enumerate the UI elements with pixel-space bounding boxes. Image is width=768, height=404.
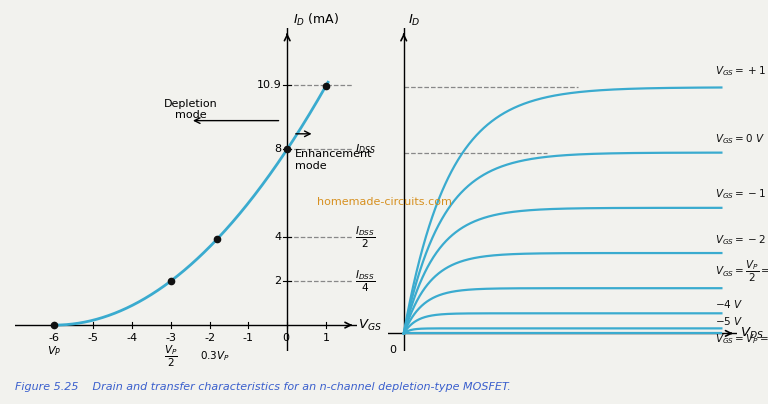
Text: 2: 2 xyxy=(274,276,281,286)
Text: $V_{GS}=0$ V: $V_{GS}=0$ V xyxy=(715,132,765,146)
Text: $V_{GS}=V_P=-6$ V: $V_{GS}=V_P=-6$ V xyxy=(715,332,768,346)
Text: -6: -6 xyxy=(48,333,60,343)
Text: $I_{DSS}$: $I_{DSS}$ xyxy=(355,142,376,156)
Text: 8: 8 xyxy=(274,144,281,154)
Text: $V_{GS}=-1$ V: $V_{GS}=-1$ V xyxy=(715,187,768,201)
Text: $\dfrac{I_{DSS}}{2}$: $\dfrac{I_{DSS}}{2}$ xyxy=(355,225,376,250)
Text: $I_D$: $I_D$ xyxy=(409,13,421,28)
Text: 0: 0 xyxy=(282,333,289,343)
Text: Depletion
mode: Depletion mode xyxy=(164,99,217,120)
Text: homemade-circuits.com: homemade-circuits.com xyxy=(316,197,452,207)
Text: -1: -1 xyxy=(243,333,254,343)
Text: $V_{GS}=-2$ V: $V_{GS}=-2$ V xyxy=(715,234,768,247)
Text: $V_P$: $V_P$ xyxy=(47,344,61,358)
Text: $V_{DS}$: $V_{DS}$ xyxy=(740,326,764,341)
Text: Figure 5.25    Drain and transfer characteristics for an n-channel depletion-typ: Figure 5.25 Drain and transfer character… xyxy=(15,382,511,392)
Text: $V_{GS}$: $V_{GS}$ xyxy=(358,318,382,332)
Text: 1: 1 xyxy=(323,333,329,343)
Text: $I_D$ (mA): $I_D$ (mA) xyxy=(293,12,339,28)
Text: $\dfrac{I_{DSS}}{4}$: $\dfrac{I_{DSS}}{4}$ xyxy=(355,269,376,294)
Text: 4: 4 xyxy=(274,232,281,242)
Text: $-5$ V: $-5$ V xyxy=(715,315,743,327)
Text: -2: -2 xyxy=(204,333,215,343)
Text: $-4$ V: $-4$ V xyxy=(715,298,743,310)
Text: -3: -3 xyxy=(165,333,176,343)
Text: 0: 0 xyxy=(389,345,396,355)
Text: $V_{GS}=\dfrac{V_P}{2}=-3$ V: $V_{GS}=\dfrac{V_P}{2}=-3$ V xyxy=(715,259,768,284)
Text: $V_{GS}=+1$ V: $V_{GS}=+1$ V xyxy=(715,65,768,78)
Text: -4: -4 xyxy=(126,333,137,343)
Text: $\dfrac{V_P}{2}$: $\dfrac{V_P}{2}$ xyxy=(164,344,177,369)
Text: $0.3V_P$: $0.3V_P$ xyxy=(200,349,230,363)
Text: -5: -5 xyxy=(88,333,98,343)
Text: Enhancement
mode: Enhancement mode xyxy=(295,149,372,171)
Text: 10.9: 10.9 xyxy=(257,80,281,90)
